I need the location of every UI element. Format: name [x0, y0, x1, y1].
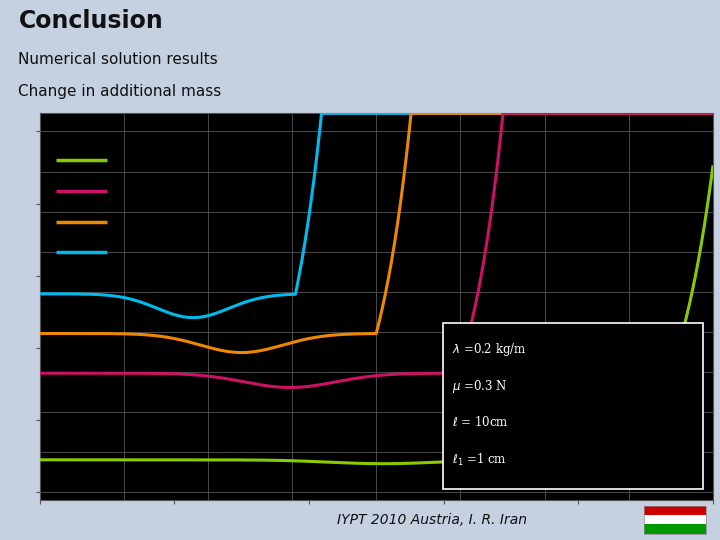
Text: IYPT 2010 Austria, I. R. Iran: IYPT 2010 Austria, I. R. Iran: [337, 513, 527, 526]
Text: Conclusion: Conclusion: [19, 9, 163, 32]
Bar: [644, 505, 706, 534]
Text: $\ell_1$ =1 cm: $\ell_1$ =1 cm: [451, 451, 506, 468]
Text: $\lambda$ =0.2 kg/m: $\lambda$ =0.2 kg/m: [451, 341, 526, 357]
Bar: [644, 515, 706, 524]
Text: $\ell$ = 10cm: $\ell$ = 10cm: [451, 415, 508, 429]
Bar: [644, 505, 706, 515]
Text: Change in additional mass: Change in additional mass: [19, 84, 222, 99]
Bar: [644, 524, 706, 534]
FancyBboxPatch shape: [443, 323, 703, 489]
Text: $\mu$ =0.3 N: $\mu$ =0.3 N: [451, 377, 507, 395]
Text: Numerical solution results: Numerical solution results: [19, 52, 218, 67]
